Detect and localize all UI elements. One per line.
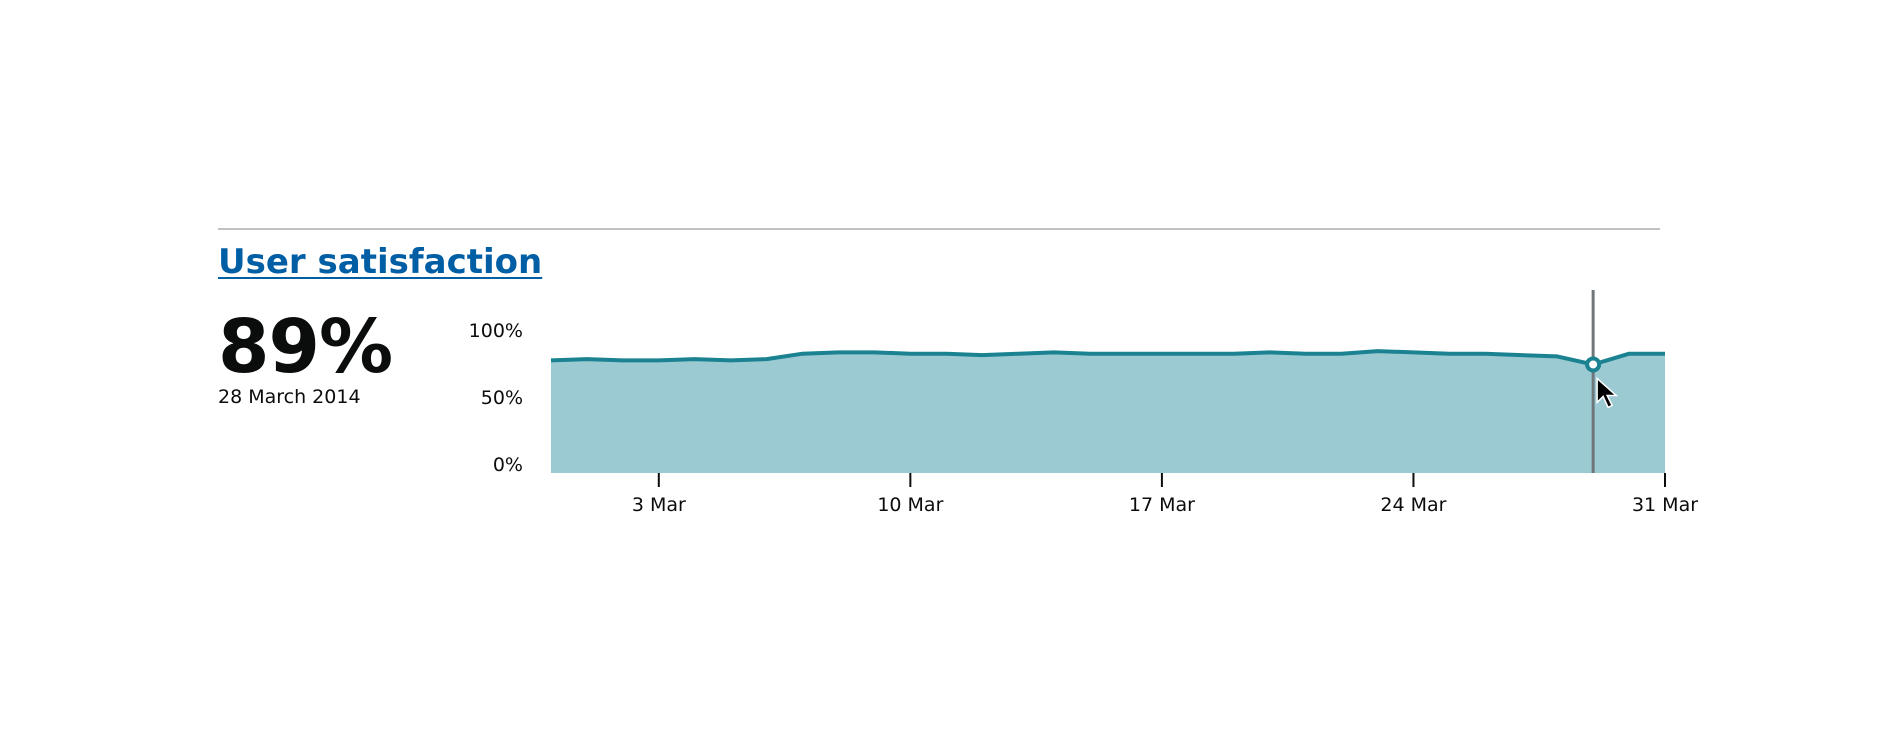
x-tick-label: 3 Mar — [632, 494, 686, 516]
highlighted-point[interactable] — [1585, 356, 1602, 373]
series-area — [551, 351, 1665, 473]
x-tick-label: 24 Mar — [1380, 494, 1446, 516]
hover-indicator — [1585, 290, 1619, 473]
y-tick-label: 0% — [493, 454, 523, 476]
current-value-date: 28 March 2014 — [218, 386, 361, 408]
y-tick-label: 50% — [481, 387, 523, 409]
x-axis: 3 Mar 10 Mar 17 Mar 24 Mar 31 Mar — [632, 473, 1698, 516]
section-divider — [218, 228, 1660, 230]
current-value: 89% — [218, 304, 393, 390]
series-line — [550, 349, 1665, 367]
mouse-pointer-icon — [1596, 376, 1619, 409]
module-title-link[interactable]: User satisfaction — [218, 242, 543, 282]
y-tick-label: 100% — [469, 320, 523, 342]
plot-area — [550, 349, 1666, 473]
y-axis: 0% 50% 100% — [469, 320, 523, 476]
x-tick-label: 31 Mar — [1632, 494, 1698, 516]
user-satisfaction-module: User satisfaction 89% 28 March 2014 — [218, 228, 1660, 408]
x-tick-label: 17 Mar — [1129, 494, 1195, 516]
x-tick-label: 10 Mar — [877, 494, 943, 516]
